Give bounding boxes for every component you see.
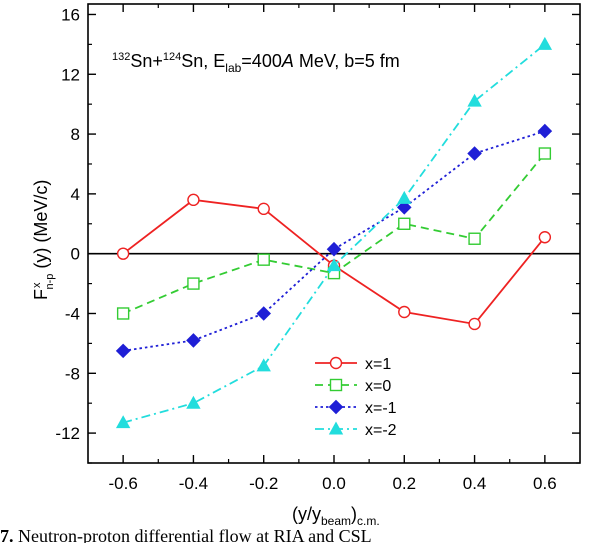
data-point [257, 202, 270, 216]
y-axis-title-rest: (y) (MeV/c) [31, 180, 51, 274]
figure-caption: 7. Neutron-proton differential flow at R… [0, 526, 590, 543]
series-x=-2 [115, 36, 553, 429]
legend-entry: x=0 [315, 378, 391, 395]
x-axis-title-sub2: c.m. [357, 514, 380, 526]
y-tick-label: 8 [71, 125, 80, 144]
y-tick-label: -4 [65, 304, 80, 323]
legend-entry: x=-2 [315, 421, 397, 439]
chart: -0.6 -0.4 -0.2 0.0 0.2 0.4 0.6 -12 -8 -4 0 4 8 12 16 1… [31, 3, 581, 526]
annotation-text: 132Sn+124Sn, Elab=400A MeV, b=5 fm [112, 51, 400, 75]
axis-tick-labels: -0.6 -0.4 -0.2 0.0 0.2 0.4 0.6 -12 -8 -4 0 4 8 12 16 [55, 5, 556, 493]
data-series [115, 36, 553, 429]
data-point [398, 305, 411, 319]
series-x=0 [116, 147, 552, 320]
y-tick-label: 12 [61, 65, 80, 84]
legend-marker [329, 378, 343, 392]
data-point [537, 36, 553, 50]
data-point [116, 307, 130, 320]
x-axis-title-main: (y/y [292, 504, 321, 524]
legend-entry: x=-1 [315, 399, 397, 417]
data-point [396, 200, 412, 215]
data-point [467, 93, 482, 107]
data-point [186, 395, 201, 409]
series-x=-1 [115, 123, 553, 359]
x-axis-title-sub: beam [321, 514, 351, 526]
data-point [115, 415, 131, 429]
x-tick-label: 0.4 [463, 474, 487, 493]
data-point [538, 147, 552, 160]
y-tick-label: 4 [71, 185, 80, 204]
data-point [256, 306, 272, 321]
data-point [398, 217, 411, 230]
data-point [187, 277, 200, 290]
x-tick-label: -0.4 [179, 474, 208, 493]
annotation-rest: MeV, b=5 fm [294, 51, 400, 71]
x-tick-label: -0.6 [108, 474, 137, 493]
data-point [537, 123, 553, 139]
data-point [467, 146, 482, 161]
axis-ticks [88, 4, 580, 464]
x-axis-title-rest: ) [351, 504, 357, 524]
data-point [468, 317, 481, 331]
data-point [326, 258, 342, 272]
legend-entry: x=1 [315, 356, 391, 373]
legend-label: x=1 [365, 356, 391, 373]
annotation-energy: =400 [241, 51, 282, 71]
data-point [186, 333, 201, 348]
data-point [187, 193, 200, 207]
y-tick-label: 0 [71, 245, 80, 264]
legend-marker [328, 421, 344, 435]
legend-marker [329, 356, 343, 370]
data-point [468, 232, 481, 245]
y-tick-label: 16 [61, 5, 80, 24]
x-tick-label: 0.6 [533, 474, 557, 493]
legend: x=1 x=0 x=-1 x=-2 [315, 356, 397, 439]
legend-marker [328, 399, 344, 415]
y-tick-label: -8 [65, 364, 80, 383]
y-axis-title-sub: n-p [44, 274, 56, 290]
annotation-mass-b: 124 [163, 51, 181, 63]
x-tick-label: -0.2 [249, 474, 278, 493]
annotation-mass-a: 132 [112, 51, 130, 63]
y-axis-title-main: F [31, 289, 51, 300]
annotation-nucleus-a: Sn+ [130, 51, 163, 71]
annotation-nucleus-b: Sn, E [181, 51, 225, 71]
legend-label: x=-2 [365, 422, 397, 439]
legend-label: x=0 [365, 378, 391, 395]
data-point [115, 343, 131, 359]
plot-frame [87, 3, 581, 464]
data-point [538, 231, 552, 244]
x-axis-title: (y/ybeam)c.m. [292, 504, 380, 526]
data-point [116, 247, 130, 260]
y-axis-title-sup: x [31, 282, 43, 288]
x-tick-label: 0.2 [392, 474, 416, 493]
data-point [397, 190, 412, 204]
annotation-a-italic: A [281, 51, 294, 71]
legend-label: x=-1 [365, 400, 397, 417]
series-line [123, 130, 546, 352]
data-point [256, 358, 271, 372]
annotation-e-sub: lab [225, 61, 241, 75]
series-line [122, 152, 546, 315]
x-tick-label: 0.0 [322, 474, 346, 493]
data-point [257, 253, 270, 266]
caption-lead: 7. [0, 526, 14, 543]
y-axis-title: Fxn-p (y) (MeV/c) [31, 180, 56, 300]
y-tick-label: -12 [55, 424, 80, 443]
data-point [326, 241, 342, 257]
caption-text: Neutron-proton differential flow at RIA … [13, 526, 372, 543]
